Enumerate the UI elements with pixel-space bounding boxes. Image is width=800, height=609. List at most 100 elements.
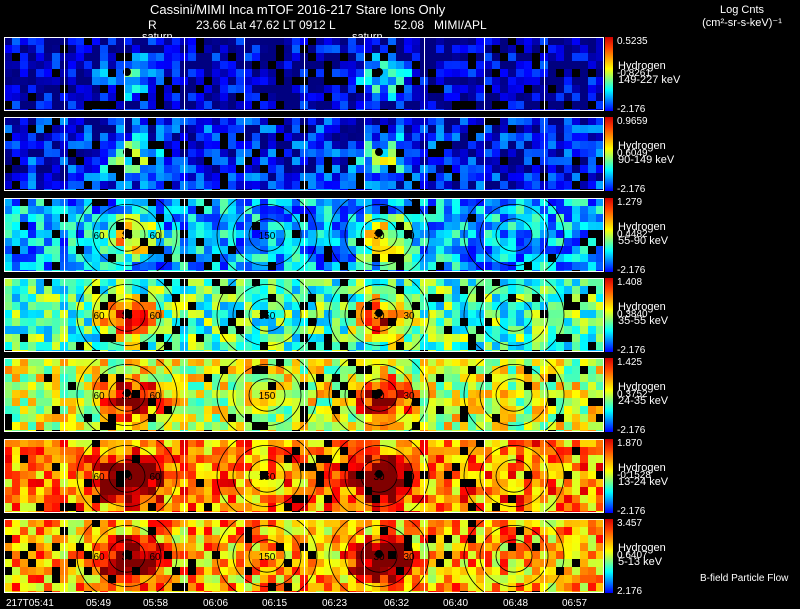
contour-label: 60	[149, 311, 161, 322]
contour-ring	[248, 539, 286, 573]
heatmap-svg: 30 60 60 150 30 30	[4, 439, 604, 513]
panel-label: Hydrogen 13-24 keV	[618, 461, 668, 489]
saturn-marker-2	[375, 229, 383, 237]
species-label: Hydrogen	[618, 221, 666, 233]
panel-frame	[4, 358, 604, 432]
contour-ring	[92, 283, 162, 347]
heatmap-cells	[4, 117, 604, 191]
energy-range-label: 24-35 keV	[618, 395, 669, 407]
heatmap-cells	[4, 37, 604, 111]
heatmap-svg: 30 60 60 150 30 30	[4, 519, 604, 593]
species-label: Hydrogen	[618, 542, 666, 554]
contour-ring	[92, 524, 162, 588]
colorbar-max-label: 1.870	[617, 438, 643, 449]
contour-label: 60	[93, 472, 105, 483]
heatmap-panel-6: 30 60 60 150 30 30	[4, 439, 604, 513]
contour-ring	[328, 278, 430, 352]
heatmap-svg: 30 60 60 150 30 30	[4, 278, 604, 352]
contour-ring	[216, 278, 318, 352]
energy-range-label: 35-55 keV	[618, 315, 669, 327]
contour-ring	[232, 444, 302, 508]
colorbar-7	[605, 519, 613, 593]
heatmap-panel-4: 30 60 60 150 30 30	[4, 278, 604, 352]
contour-ring	[76, 358, 178, 432]
energy-range-label: 13-24 keV	[618, 476, 669, 488]
contour-ring	[479, 203, 549, 267]
contour-label: 30	[121, 552, 133, 563]
colorbar-min-label: 2.176	[617, 586, 643, 597]
contour-label: 150	[259, 231, 276, 242]
heatmap-panel-1	[4, 37, 604, 111]
contour-ring	[216, 519, 318, 593]
contour-ring	[108, 298, 146, 332]
heatmap-panel-2	[4, 117, 604, 191]
contour-label: 30	[403, 231, 415, 242]
contour-ring	[216, 198, 318, 272]
heatmap-panel-5: 30 60 60 150 30 30	[4, 358, 604, 432]
contour-ring	[344, 363, 414, 427]
contour-ring	[108, 539, 146, 573]
colorbar-3	[605, 198, 613, 272]
contour-ring	[479, 283, 549, 347]
species-label: Hydrogen	[618, 140, 666, 152]
x-tick-label: 06:32	[384, 598, 410, 609]
colorbar-min-label: -2.176	[617, 184, 646, 195]
colorbar-min-label: -2.176	[617, 104, 646, 115]
contour-ring	[248, 378, 286, 412]
contour-label: 30	[373, 472, 385, 483]
colorbar-units-line1: Log Cnts	[719, 4, 765, 16]
contour-ring	[479, 524, 549, 588]
contour-ring	[463, 278, 565, 352]
colorbar-min-label: -2.176	[617, 265, 646, 276]
contour-label: 30	[121, 311, 133, 322]
contour-ring	[76, 519, 178, 593]
panel-label: Hydrogen 5-13 keV	[618, 541, 666, 569]
contour-ring	[463, 358, 565, 432]
colorbar-mid-label: 0.3752	[617, 389, 648, 400]
x-tick-label: 06:57	[562, 598, 588, 609]
colorbar-mid-label: 0.6407	[617, 550, 648, 561]
contour-label: 30	[121, 472, 133, 483]
contour-label: 150	[259, 472, 276, 483]
contour-ring	[248, 459, 286, 493]
panel-label: Hydrogen 149-227 keV	[618, 59, 680, 87]
colorbar-units-line2: (cm²-sr-s-keV)⁻¹	[702, 17, 782, 29]
contour-ring	[463, 439, 565, 513]
contour-label: 60	[93, 231, 105, 242]
contour-ring	[479, 444, 549, 508]
species-label: Hydrogen	[618, 462, 666, 474]
colorbar-6	[605, 439, 613, 513]
contour-label: 60	[149, 472, 161, 483]
contour-ring	[108, 218, 146, 252]
contour-ring	[360, 539, 398, 573]
heatmap-panel-3: 30 60 60 150 30 30	[4, 198, 604, 272]
heatmap-svg	[4, 37, 604, 111]
contour-ring	[344, 444, 414, 508]
x-tick-label: 06:40	[443, 598, 469, 609]
colorbar-units: Log Cnts (cm²-sr-s-keV)⁻¹	[690, 4, 794, 30]
contour-ring	[92, 363, 162, 427]
contour-ring	[344, 283, 414, 347]
contour-ring	[328, 439, 430, 513]
panel-frame	[4, 439, 604, 513]
energy-range-label: 5-13 keV	[618, 556, 663, 568]
contour-label: 30	[403, 391, 415, 402]
contour-ring	[216, 439, 318, 513]
contour-ring	[216, 358, 318, 432]
species-label: Hydrogen	[618, 60, 666, 72]
colorbar-max-label: 0.9659	[617, 116, 648, 127]
contour-ring	[248, 298, 286, 332]
contour-ring	[108, 459, 146, 493]
contour-ring	[232, 203, 302, 267]
energy-range-label: 149-227 keV	[618, 74, 681, 86]
contour-label: 150	[259, 311, 276, 322]
saturn-marker-2	[375, 309, 383, 317]
colorbar-mid-label: 0.6049	[617, 148, 648, 159]
colorbar-4	[605, 278, 613, 352]
contour-ring	[344, 524, 414, 588]
contour-ring	[76, 439, 178, 513]
colorbar-max-label: 0.5235	[617, 36, 648, 47]
contour-label: 150	[259, 391, 276, 402]
contour-label: 30	[121, 391, 133, 402]
colorbar-min-label: -2.176	[617, 425, 646, 436]
